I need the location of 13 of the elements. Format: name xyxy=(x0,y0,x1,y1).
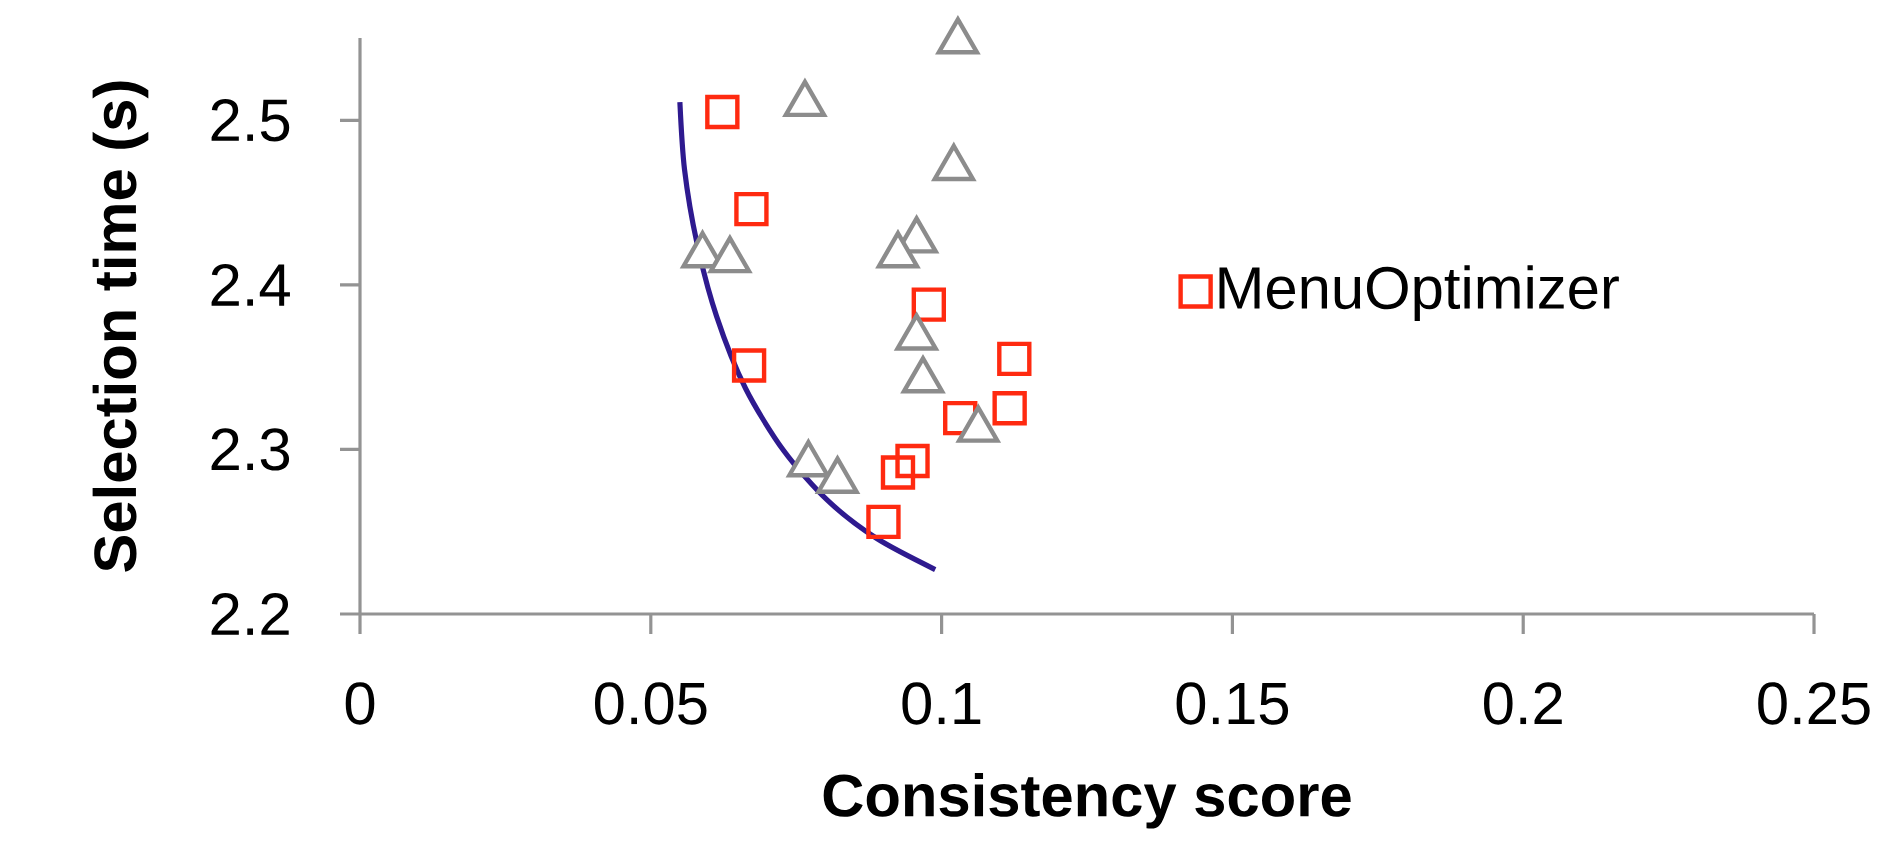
x-tick-label: 0.15 xyxy=(1176,682,1289,725)
legend-label: MenuOptimizer xyxy=(1219,265,1619,322)
x-tick-label: 0.1 xyxy=(902,682,981,725)
y-tick-label: 2.4 xyxy=(211,263,290,306)
x-tick-label: 0 xyxy=(345,682,375,725)
y-axis-title: Selection time (s) xyxy=(92,81,149,572)
y-tick-label: 2.2 xyxy=(211,593,289,635)
y-tick-label: 2.3 xyxy=(211,428,290,471)
x-tick-label: 0.05 xyxy=(594,682,707,725)
y-tick-label: 2.5 xyxy=(211,99,290,142)
x-axis-title: Consistency score xyxy=(823,772,1351,829)
x-tick-label: 0.25 xyxy=(1758,682,1870,725)
x-tick-label: 0.2 xyxy=(1484,682,1562,725)
